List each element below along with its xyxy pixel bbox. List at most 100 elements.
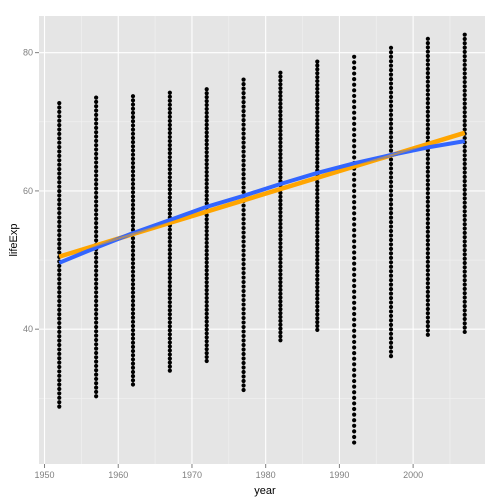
data-point xyxy=(278,167,283,172)
data-point xyxy=(388,117,394,122)
data-point xyxy=(204,276,209,281)
data-point xyxy=(352,255,357,261)
data-point xyxy=(241,95,246,100)
data-point xyxy=(57,193,62,198)
data-point xyxy=(462,235,467,240)
data-point xyxy=(94,233,99,239)
data-point xyxy=(94,164,99,169)
data-point xyxy=(241,230,246,235)
data-point xyxy=(352,283,357,289)
data-point xyxy=(278,264,283,269)
data-point xyxy=(462,265,467,270)
data-point xyxy=(352,261,357,266)
data-point xyxy=(94,394,99,399)
data-point xyxy=(167,239,172,244)
data-point xyxy=(315,218,320,224)
data-point xyxy=(425,169,430,174)
data-point xyxy=(388,327,394,332)
data-point xyxy=(352,390,357,395)
fit-lines xyxy=(58,130,466,265)
data-point xyxy=(130,323,136,329)
data-point xyxy=(315,230,320,235)
data-point xyxy=(241,82,246,87)
data-point xyxy=(352,216,357,222)
data-point xyxy=(278,217,283,223)
data-point xyxy=(57,338,62,343)
data-point xyxy=(388,304,394,310)
data-point xyxy=(462,45,467,50)
data-point xyxy=(204,323,209,328)
data-point xyxy=(94,381,99,386)
plot-panel xyxy=(39,16,485,464)
data-point xyxy=(57,356,62,361)
data-point xyxy=(204,95,209,100)
data-point xyxy=(278,105,283,110)
data-point xyxy=(462,295,467,300)
data-point xyxy=(130,248,136,253)
data-point xyxy=(388,309,394,314)
data-point xyxy=(388,255,394,260)
data-point xyxy=(241,342,246,348)
data-point xyxy=(388,72,394,77)
data-point xyxy=(241,369,246,375)
data-point xyxy=(315,67,320,72)
data-point xyxy=(57,241,62,246)
data-point xyxy=(167,320,172,325)
data-point xyxy=(462,71,467,76)
data-point xyxy=(425,315,430,320)
data-point xyxy=(204,347,209,352)
data-point xyxy=(57,114,62,119)
data-point xyxy=(278,256,283,261)
data-point xyxy=(388,85,394,91)
data-point xyxy=(315,199,320,204)
data-point xyxy=(425,285,430,290)
data-point xyxy=(462,105,467,111)
data-point xyxy=(241,257,246,262)
data-point xyxy=(388,313,394,319)
data-point xyxy=(315,63,320,68)
data-point xyxy=(241,297,246,303)
data-point xyxy=(130,219,136,224)
data-point xyxy=(462,49,467,55)
data-point xyxy=(241,374,246,379)
data-point xyxy=(241,189,246,195)
data-point xyxy=(462,127,467,132)
data-point xyxy=(352,93,357,99)
data-point xyxy=(278,318,283,323)
data-point xyxy=(167,292,172,297)
data-point xyxy=(278,322,283,327)
data-point xyxy=(130,357,136,362)
data-point xyxy=(204,102,209,108)
data-point xyxy=(167,138,172,144)
data-point xyxy=(241,311,246,316)
data-point xyxy=(352,127,357,132)
data-point xyxy=(388,260,394,265)
data-point xyxy=(130,303,136,308)
data-point xyxy=(57,246,62,251)
data-point xyxy=(167,106,172,111)
data-point xyxy=(352,373,357,378)
data-point xyxy=(167,102,172,107)
data-point xyxy=(278,233,283,238)
data-point xyxy=(57,364,62,370)
data-point xyxy=(278,314,283,320)
data-point xyxy=(241,162,246,168)
data-point xyxy=(167,296,172,301)
data-point xyxy=(130,94,136,99)
data-point xyxy=(204,264,209,269)
data-point xyxy=(278,214,283,219)
data-point xyxy=(315,113,320,119)
data-point xyxy=(352,65,357,71)
data-point xyxy=(278,144,283,149)
data-point xyxy=(278,194,283,199)
data-point xyxy=(204,154,209,159)
data-point xyxy=(57,180,62,185)
data-point xyxy=(204,165,209,171)
data-point xyxy=(241,144,246,150)
data-point xyxy=(130,298,136,304)
data-point xyxy=(130,152,136,157)
data-point xyxy=(352,71,357,76)
data-point xyxy=(462,92,467,98)
data-point xyxy=(94,277,99,282)
data-point xyxy=(94,307,99,312)
